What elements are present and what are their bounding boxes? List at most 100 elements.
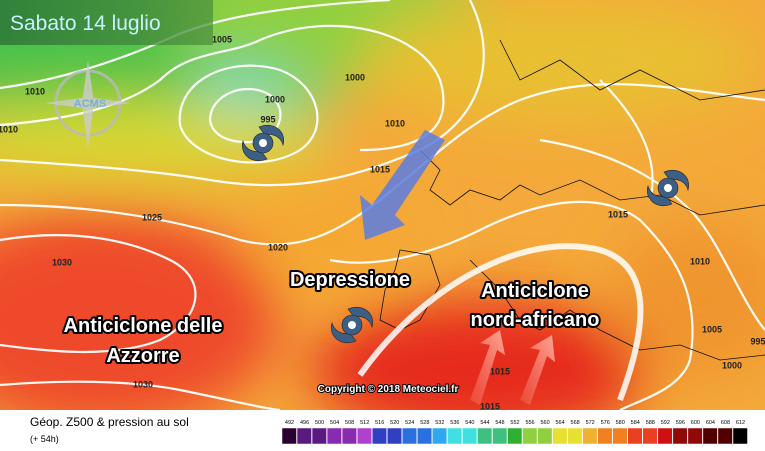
scale-label: 496 — [300, 420, 309, 426]
scale-label: 608 — [721, 420, 730, 426]
scale-label: 540 — [465, 420, 474, 426]
footer-lead: (+ 54h) — [30, 434, 59, 444]
cyclone-icon — [242, 125, 284, 161]
isobar-label: 1005 — [702, 324, 722, 334]
isobar-label: 1010 — [385, 118, 405, 128]
scale-swatch — [582, 427, 598, 445]
scale-label: 524 — [405, 420, 414, 426]
scale-label: 516 — [375, 420, 384, 426]
isobar-label: 995 — [750, 336, 765, 346]
blue-arrow — [360, 130, 445, 240]
logo-text: ACMS — [74, 98, 106, 110]
scale-swatch — [507, 427, 523, 445]
scale-label: 600 — [691, 420, 700, 426]
scale-label: 572 — [586, 420, 595, 426]
cyclone-eye — [259, 139, 267, 147]
isobar-label: 1030 — [133, 379, 153, 389]
isobar-label: 1030 — [52, 257, 72, 267]
scale-label: 552 — [510, 420, 519, 426]
scale-label: 604 — [706, 420, 715, 426]
scale-swatch — [356, 427, 372, 445]
scale-label: 512 — [360, 420, 369, 426]
cyclone-icon — [331, 307, 373, 343]
scale-swatch — [402, 427, 418, 445]
cyclone-arm — [663, 170, 689, 192]
scale-label: 508 — [345, 420, 354, 426]
map-label: Anticiclone — [481, 280, 589, 302]
scale-swatch — [447, 427, 463, 445]
isobar-label: 1015 — [608, 209, 628, 219]
scale-label: 568 — [571, 420, 580, 426]
scale-swatch — [552, 427, 568, 445]
scale-swatch — [642, 427, 658, 445]
anticyclone-arc — [357, 243, 644, 402]
isobar-label: 1015 — [370, 164, 390, 174]
scale-swatch — [417, 427, 433, 445]
scale-swatch — [687, 427, 703, 445]
scale-label: 592 — [661, 420, 670, 426]
scale-label: 560 — [540, 420, 549, 426]
isobar-label: 1020 — [268, 242, 288, 252]
map-label: Anticiclone delle — [64, 315, 223, 337]
scale-swatch — [326, 427, 342, 445]
cyclone-icon — [647, 170, 689, 206]
isobar-label: 1010 — [690, 256, 710, 266]
scale-swatch — [597, 427, 613, 445]
cyclone-arm — [331, 321, 357, 343]
scale-label: 612 — [736, 420, 745, 426]
isobar-label: 1010 — [0, 124, 18, 134]
isobar-label: 1000 — [722, 360, 742, 370]
scale-label: 596 — [676, 420, 685, 426]
scale-swatch — [281, 427, 297, 445]
scale-swatch — [717, 427, 733, 445]
scale-swatch — [567, 427, 583, 445]
scale-swatch — [462, 427, 478, 445]
title: Sabato 14 luglio — [10, 12, 161, 35]
red-arrow — [520, 335, 555, 405]
field — [0, 0, 765, 440]
title-box — [0, 0, 213, 45]
cyclone-eye — [348, 321, 356, 329]
scale-label: 564 — [556, 420, 565, 426]
isobar-label: 1015 — [490, 366, 510, 376]
cyclone-icons — [242, 125, 689, 343]
scale-label: 528 — [420, 420, 429, 426]
cyclone-arm — [242, 139, 268, 161]
isobar-label: 1000 — [345, 72, 365, 82]
isobar-label: 1005 — [212, 34, 232, 44]
isobar-label: 1010 — [25, 86, 45, 96]
cyclone-arm — [258, 125, 284, 147]
scale-label: 544 — [480, 420, 489, 426]
scale-label: 576 — [601, 420, 610, 426]
cyclone-eye — [664, 184, 672, 192]
scale-swatch — [477, 427, 493, 445]
scale-label: 584 — [631, 420, 640, 426]
scale-swatch — [296, 427, 312, 445]
color-scale: 492 496 500 504 508 512 516 520 524 528 532 536 540 5… — [281, 420, 748, 445]
map-label: Azzorre — [106, 345, 179, 367]
logo: ACMS — [45, 60, 131, 150]
scale-label: 556 — [525, 420, 534, 426]
isobar-label: 1025 — [142, 212, 162, 222]
scale-swatch — [537, 427, 553, 445]
isobar-label: 1000 — [265, 94, 285, 104]
footer-title: Géop. Z500 & pression au sol — [30, 415, 189, 429]
scale-label: 504 — [330, 420, 339, 426]
scale-swatch — [627, 427, 643, 445]
scale-label: 580 — [616, 420, 625, 426]
isobar-label: 995 — [260, 114, 275, 124]
scale-swatch — [492, 427, 508, 445]
scale-swatch — [612, 427, 628, 445]
cyclone-arm — [647, 184, 673, 206]
scale-swatch — [386, 427, 403, 445]
scale-swatch — [702, 427, 718, 445]
scale-swatch — [341, 427, 357, 445]
scale-label: 548 — [495, 420, 504, 426]
scale-swatch — [672, 427, 688, 445]
copyright: Copyright © 2018 Meteociel.fr — [318, 384, 459, 395]
red-arrow — [470, 330, 505, 405]
scale-swatch — [522, 427, 538, 445]
isobar-label: 1015 — [480, 401, 500, 411]
scale-swatch — [432, 427, 448, 445]
cyclone-arm — [347, 307, 373, 329]
